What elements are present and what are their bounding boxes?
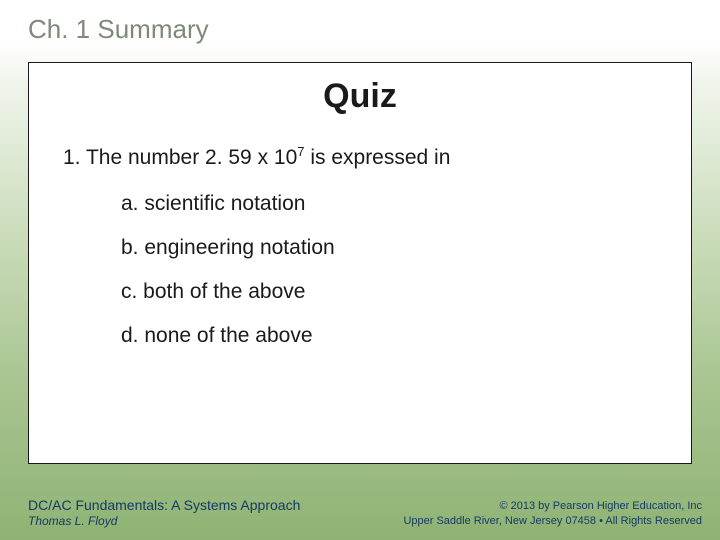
book-title: DC/AC Fundamentals: A Systems Approach	[28, 497, 300, 513]
slide: Ch. 1 Summary Quiz 1. The number 2. 59 x…	[0, 0, 720, 540]
option-a: a. scientific notation	[121, 192, 691, 216]
option-b: b. engineering notation	[121, 236, 691, 260]
question-prefix: 1. The number 2. 59 x 10	[63, 146, 297, 169]
footer-right: © 2013 by Pearson Higher Education, Inc …	[403, 499, 702, 528]
copyright-line-2: Upper Saddle River, New Jersey 07458 • A…	[403, 514, 702, 528]
options-list: a. scientific notation b. engineering no…	[121, 192, 691, 348]
slide-footer: DC/AC Fundamentals: A Systems Approach T…	[0, 497, 720, 528]
question-exponent: 7	[297, 144, 304, 159]
quiz-heading: Quiz	[29, 77, 691, 116]
slide-header: Ch. 1 Summary	[0, 0, 720, 45]
question-suffix: is expressed in	[305, 146, 451, 169]
footer-left: DC/AC Fundamentals: A Systems Approach T…	[28, 497, 300, 528]
option-d: d. none of the above	[121, 324, 691, 348]
copyright-line-1: © 2013 by Pearson Higher Education, Inc	[403, 499, 702, 513]
question-text: 1. The number 2. 59 x 107 is expressed i…	[63, 144, 691, 170]
chapter-title: Ch. 1 Summary	[28, 14, 720, 45]
author-name: Thomas L. Floyd	[28, 514, 300, 528]
option-c: c. both of the above	[121, 280, 691, 304]
content-box: Quiz 1. The number 2. 59 x 107 is expres…	[28, 62, 692, 464]
